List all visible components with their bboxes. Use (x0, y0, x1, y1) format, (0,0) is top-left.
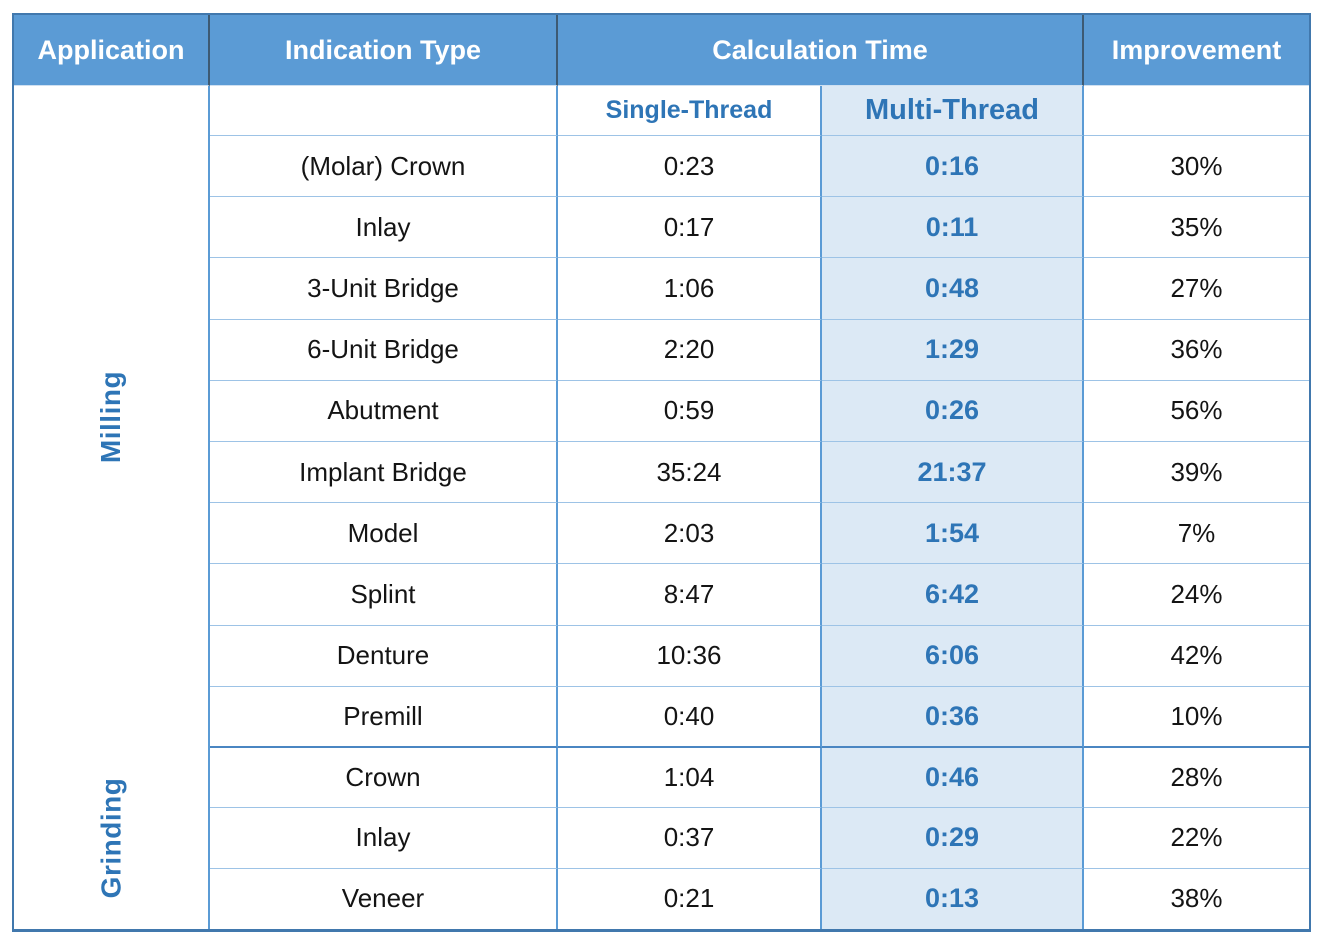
improvement-cell: 27% (1084, 258, 1309, 320)
single-thread-cell: 2:20 (558, 319, 822, 381)
section-label-milling: Milling (95, 370, 126, 464)
multi-thread-cell: 1:29 (822, 319, 1084, 381)
multi-thread-cell: 0:29 (822, 808, 1084, 869)
calculation-time-table: Application Indication Type Calculation … (12, 13, 1311, 933)
multi-thread-cell: 0:48 (822, 258, 1084, 320)
multi-thread-cell: 0:11 (822, 197, 1084, 259)
single-thread-cell: 1:04 (558, 747, 822, 809)
single-thread-cell: 0:21 (558, 868, 822, 930)
header-application: Application (14, 15, 210, 86)
single-thread-cell: 10:36 (558, 625, 822, 687)
indication-cell: Premill (210, 686, 558, 748)
improvement-cell: 56% (1084, 380, 1309, 442)
indication-cell: Veneer (210, 868, 558, 930)
multi-thread-cell: 0:36 (822, 686, 1084, 748)
header-improvement: Improvement (1084, 15, 1309, 86)
improvement-cell: 28% (1084, 747, 1309, 809)
indication-cell: Abutment (210, 380, 558, 442)
single-thread-cell: 0:40 (558, 686, 822, 748)
multi-thread-cell: 0:26 (822, 380, 1084, 442)
indication-cell: Implant Bridge (210, 441, 558, 504)
single-thread-cell: 0:23 (558, 136, 822, 198)
section-cell-milling: Milling (14, 86, 210, 748)
subheader-indication-spacer (210, 86, 558, 136)
improvement-cell: 10% (1084, 686, 1309, 748)
single-thread-cell: 35:24 (558, 441, 822, 504)
improvement-cell: 38% (1084, 868, 1309, 930)
indication-cell: 3-Unit Bridge (210, 258, 558, 320)
improvement-cell: 7% (1084, 503, 1309, 565)
section-label-grinding: Grinding (95, 778, 126, 899)
indication-cell: Splint (210, 564, 558, 626)
section-cell-grinding: Grinding (14, 747, 210, 930)
single-thread-cell: 0:59 (558, 380, 822, 442)
improvement-cell: 22% (1084, 808, 1309, 869)
indication-cell: Denture (210, 625, 558, 687)
single-thread-cell: 0:37 (558, 808, 822, 869)
indication-cell: Inlay (210, 197, 558, 259)
indication-cell: Model (210, 503, 558, 565)
subheader-multi-thread: Multi-Thread (822, 86, 1084, 136)
multi-thread-cell: 0:16 (822, 136, 1084, 198)
single-thread-cell: 8:47 (558, 564, 822, 626)
multi-thread-cell: 0:46 (822, 747, 1084, 809)
subheader-single-thread: Single-Thread (558, 86, 822, 136)
improvement-cell: 24% (1084, 564, 1309, 626)
multi-thread-cell: 6:42 (822, 564, 1084, 626)
single-thread-cell: 2:03 (558, 503, 822, 565)
indication-cell: 6-Unit Bridge (210, 319, 558, 381)
improvement-cell: 42% (1084, 625, 1309, 687)
improvement-cell: 39% (1084, 441, 1309, 504)
improvement-cell: 30% (1084, 136, 1309, 198)
multi-thread-cell: 21:37 (822, 441, 1084, 504)
indication-cell: Crown (210, 747, 558, 809)
improvement-cell: 35% (1084, 197, 1309, 259)
multi-thread-cell: 6:06 (822, 625, 1084, 687)
improvement-cell: 36% (1084, 319, 1309, 381)
single-thread-cell: 0:17 (558, 197, 822, 259)
header-indication-type: Indication Type (210, 15, 558, 86)
header-calculation-time: Calculation Time (558, 15, 1084, 86)
indication-cell: (Molar) Crown (210, 136, 558, 198)
subheader-improvement-spacer (1084, 86, 1309, 136)
multi-thread-cell: 0:13 (822, 868, 1084, 930)
single-thread-cell: 1:06 (558, 258, 822, 320)
multi-thread-cell: 1:54 (822, 503, 1084, 565)
indication-cell: Inlay (210, 808, 558, 869)
